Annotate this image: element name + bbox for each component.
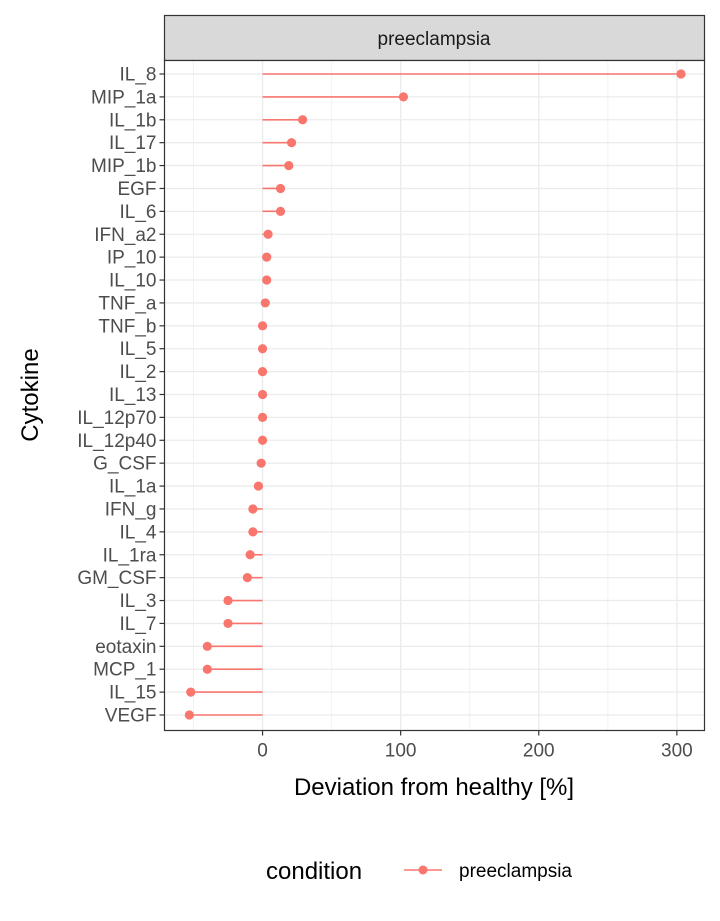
point-IL_6 [275,206,286,216]
point-IL_13 [257,389,268,400]
y-tick-label: IL_15 [109,683,157,704]
y-tick-label: IL_7 [120,614,157,635]
y-tick-label: IL_17 [109,133,157,154]
point-IL_10 [262,275,272,285]
y-tick-label: MIP_1a [91,87,157,108]
legend: condition preeclampsia [266,858,572,885]
point-VEGF [184,710,194,720]
point-TNF_b [257,321,268,331]
y-tick-label: IL_4 [120,522,157,543]
point-G_CSF [256,458,266,468]
point-IL_2 [257,367,268,377]
y-tick-label: IL_13 [109,385,157,406]
x-tick-label: 200 [523,741,555,762]
y-tick-label: G_CSF [93,454,156,475]
grid-lines [164,60,705,731]
y-tick-label: TNF_a [98,293,157,314]
y-tick-label: GM_CSF [77,568,156,589]
point-EGF [275,183,286,194]
x-tick-label: 100 [385,741,417,762]
y-tick-label: IL_8 [120,65,157,86]
y-tick-label: EGF [117,179,156,200]
point-IFN_a2 [263,229,273,239]
point-IL_3 [223,595,233,606]
legend-label: preeclampsia [459,861,572,882]
y-tick-label: IL_12p40 [77,431,156,452]
point-IL_8 [676,69,686,79]
lollipop-stems [189,73,682,716]
y-tick-label: IFN_g [105,499,157,520]
x-axis: 0 100 200 300 [257,730,693,762]
y-tick-label: IP_10 [107,248,157,269]
y-axis-title: Cytokine [17,348,44,441]
y-tick-label: IL_10 [109,271,157,292]
plot-panel-border [163,59,706,732]
y-tick-label: MCP_1 [93,660,156,681]
point-IL_15 [186,687,196,697]
point-IFN_g [248,504,258,514]
point-IL_1ra [245,550,255,560]
x-tick-label: 300 [661,741,693,762]
y-tick-label: IL_1ra [103,545,157,566]
y-tick-label: IL_6 [120,202,157,223]
point-MIP_1a [398,92,409,102]
point-MCP_1 [202,664,212,674]
y-tick-label: IFN_a2 [94,225,156,246]
point-MIP_1b [284,160,294,171]
point-GM_CSF [242,573,252,583]
y-tick-label: IL_1a [109,477,157,498]
point-IL_1a [253,481,264,491]
point-IL_12p40 [257,435,268,445]
facet-strip-label: preeclampsia [378,29,491,50]
y-tick-label: eotaxin [95,637,156,658]
y-tick-label: MIP_1b [91,156,156,177]
point-IL_7 [223,618,233,629]
point-IP_10 [262,252,272,262]
y-tick-label: TNF_b [98,316,156,337]
point-IL_1b [298,115,308,125]
y-tick-label: IL_1b [109,110,157,131]
point-eotaxin [202,641,212,651]
facet-strip [163,14,706,62]
y-axis: IL_8MIP_1aIL_1bIL_17MIP_1bEGFIL_6IFN_a2I… [77,65,165,727]
lollipop-points [184,69,686,720]
point-TNF_a [260,298,270,308]
x-tick-label: 0 [257,741,268,762]
y-tick-label: IL_12p70 [77,408,156,429]
plot-panel [164,60,705,731]
y-tick-label: VEGF [105,706,157,727]
y-tick-label: IL_3 [120,591,157,612]
point-IL_17 [286,138,297,148]
point-IL_4 [248,527,258,537]
legend-key-point [418,865,428,875]
x-axis-title: Deviation from healthy [%] [294,774,574,801]
point-IL_5 [257,344,268,354]
y-tick-label: IL_5 [120,339,157,360]
y-tick-label: IL_2 [120,362,157,383]
legend-title: condition [266,858,362,885]
point-IL_12p70 [257,412,268,422]
